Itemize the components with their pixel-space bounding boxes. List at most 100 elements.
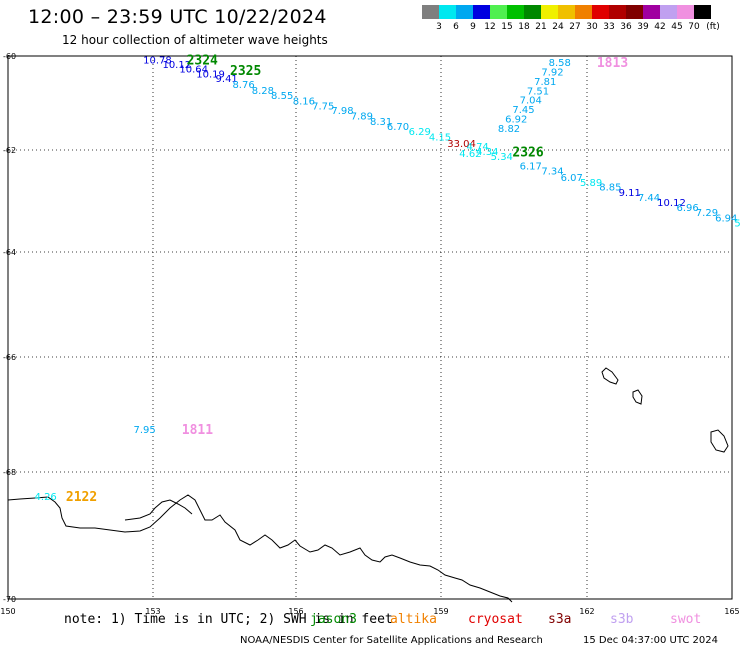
- legend-swatch: [473, 5, 490, 19]
- wave-height-value: 10.78: [143, 55, 172, 66]
- wave-height-value: 10.12: [657, 198, 686, 209]
- wave-height-value: 10.64: [179, 65, 208, 76]
- legend-tick-label: 9: [470, 22, 476, 32]
- wave-height-value: 7.81: [534, 77, 556, 88]
- page-title: 12:00 – 23:59 UTC 10/22/2024: [28, 6, 327, 28]
- legend-swatch: [592, 5, 609, 19]
- legend-tick-label: 30: [586, 22, 598, 32]
- lon-tick-label: 162: [579, 607, 594, 616]
- pass-time-label: 2325: [230, 64, 261, 79]
- legend-tick-label: 3: [436, 22, 442, 32]
- wave-height-value: 8.31: [370, 117, 392, 128]
- wave-height-value: 7.98: [331, 106, 353, 117]
- wave-height-points: 10.7810.1210.6410.199.418.768.288.558.16…: [35, 55, 740, 503]
- legend-tick-label: 33: [603, 22, 615, 32]
- wave-height-value: 7.44: [638, 193, 660, 204]
- legend-swatch: [694, 5, 711, 19]
- lon-tick-label: 156: [288, 607, 303, 616]
- wave-height-value: 4.62: [459, 149, 481, 160]
- legend-tick-label: 6: [453, 22, 459, 32]
- legend-swatch: [660, 5, 677, 19]
- legend-tick-label: 18: [518, 22, 530, 32]
- wave-height-value: 7.75: [312, 101, 334, 112]
- legend-swatch: [541, 5, 558, 19]
- satellite-name-cryosat: cryosat: [468, 612, 523, 627]
- lon-tick-label: 159: [433, 607, 448, 616]
- wave-height-value: 4.15: [429, 132, 451, 143]
- lat-tick-label: -68: [3, 468, 16, 477]
- wave-height-value: 10.12: [162, 60, 191, 71]
- lat-tick-label: -64: [3, 248, 16, 257]
- island-1: [601, 367, 619, 385]
- wave-height-value: 8.16: [293, 97, 315, 108]
- wave-height-value: 7.92: [541, 68, 563, 79]
- axis-labels: 150 153 156 159 162 165 -60 -62 -64 -66 -68 -70: [0, 52, 739, 616]
- legend-tick-label: 12: [484, 22, 496, 32]
- satellite-name-swot: swot: [670, 612, 702, 627]
- note-text: note: 1) Time is in UTC; 2) SWH is in fe…: [64, 612, 393, 627]
- wave-height-value: 9.41: [216, 74, 238, 85]
- wave-height-value: 7.29: [696, 208, 718, 219]
- legend-swatch: [575, 5, 592, 19]
- wave-height-value: 7.51: [527, 86, 549, 97]
- wave-height-value: 6.17: [520, 161, 542, 172]
- wave-height-value: 6.29: [409, 127, 431, 138]
- legend-swatch: [626, 5, 643, 19]
- legend-swatch: [558, 5, 575, 19]
- lat-tick-label: -70: [3, 595, 16, 604]
- lat-tick-label: -60: [3, 52, 16, 61]
- wave-height-value: 8.28: [252, 86, 274, 97]
- legend-swatch: [422, 5, 439, 19]
- island-2: [632, 389, 643, 405]
- legend-tick-label: 15: [501, 22, 513, 32]
- page-subtitle: 12 hour collection of altimeter wave hei…: [62, 33, 328, 47]
- pass-labels: 2324 2325 2326 1813 1811 2122: [66, 53, 628, 505]
- lon-tick-label: 153: [145, 607, 160, 616]
- lon-tick-label: 165: [724, 607, 739, 616]
- wave-height-value: 7.95: [133, 425, 155, 436]
- pass-time-label: 1811: [182, 423, 213, 438]
- lon-tick-label: 150: [0, 607, 15, 616]
- coastline-inner: [124, 499, 193, 521]
- legend-swatch: [490, 5, 507, 19]
- wave-height-value: 4.74: [467, 142, 489, 153]
- legend-swatch: [643, 5, 660, 19]
- legend-tick-label: 39: [637, 22, 649, 32]
- wave-height-value: 10.19: [196, 69, 225, 80]
- lat-tick-label: -62: [3, 146, 16, 155]
- legend-tick-label: 27: [569, 22, 581, 32]
- credit-text: NOAA/NESDIS Center for Satellite Applica…: [240, 635, 543, 646]
- satellite-name-s3a: s3a: [548, 612, 572, 627]
- legend-unit: (ft): [706, 22, 720, 32]
- wave-height-value: 5.89: [580, 178, 602, 189]
- wave-height-value: 33.04: [447, 139, 476, 150]
- satellite-name-jason3: jason3: [310, 612, 357, 627]
- wave-height-value: 6.70: [387, 122, 409, 133]
- wave-height-value: 7.34: [541, 166, 563, 177]
- legend-tick-label: 36: [620, 22, 632, 32]
- legend-tick-label: 70: [688, 22, 700, 32]
- wave-height-value: 8.55: [271, 91, 293, 102]
- legend-swatch: [677, 5, 694, 19]
- timestamp-text: 15 Dec 04:37:00 UTC 2024: [583, 635, 718, 646]
- legend-tick-label: 24: [552, 22, 564, 32]
- wave-height-value: 4.26: [35, 492, 57, 503]
- wave-height-value: 9.11: [619, 188, 641, 199]
- coastline: [7, 367, 729, 603]
- wave-height-value: 7.45: [512, 105, 534, 116]
- island-3: [710, 429, 729, 453]
- pass-time-label: 2326: [512, 146, 543, 161]
- wave-height-value: 8.82: [498, 124, 520, 135]
- wave-height-value: 8.76: [232, 80, 254, 91]
- legend-swatch: [507, 5, 524, 19]
- pass-time-label: 2122: [66, 490, 97, 505]
- wave-height-value: 6.94: [715, 213, 737, 224]
- wave-height-value: 8.58: [549, 58, 571, 69]
- wave-height-value: 4.34: [476, 147, 498, 158]
- pass-time-label: 1813: [597, 56, 628, 71]
- pass-time-label: 2324: [187, 53, 218, 68]
- wave-height-value: 6.92: [505, 115, 527, 126]
- legend-tick-label: 42: [654, 22, 666, 32]
- legend-swatch: [609, 5, 626, 19]
